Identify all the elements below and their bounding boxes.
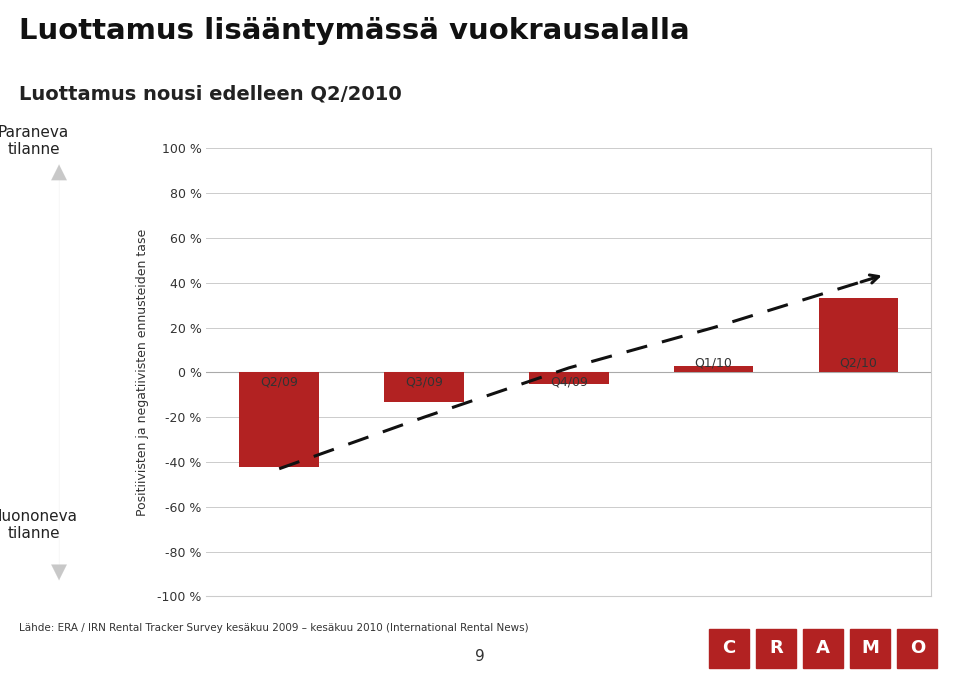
Text: C: C xyxy=(723,639,735,657)
Bar xyxy=(239,372,319,466)
Bar xyxy=(674,366,754,372)
Text: Q2/10: Q2/10 xyxy=(839,356,877,369)
Bar xyxy=(529,372,609,384)
Text: Paraneva
tilanne: Paraneva tilanne xyxy=(0,125,69,157)
Y-axis label: Positiivisten ja negatiivisten ennusteiden tase: Positiivisten ja negatiivisten ennusteid… xyxy=(135,228,149,516)
Text: Q1/10: Q1/10 xyxy=(695,356,732,369)
Bar xyxy=(756,629,796,669)
Text: R: R xyxy=(769,639,783,657)
Text: Luottamus nousi edelleen Q2/2010: Luottamus nousi edelleen Q2/2010 xyxy=(19,84,402,103)
Bar xyxy=(804,629,843,669)
Text: A: A xyxy=(816,639,830,657)
Text: Q2/09: Q2/09 xyxy=(260,375,299,389)
Text: Q3/09: Q3/09 xyxy=(405,375,443,389)
Bar xyxy=(898,629,937,669)
Bar xyxy=(384,372,464,402)
Text: 9: 9 xyxy=(475,649,485,664)
Text: Q4/09: Q4/09 xyxy=(550,375,588,389)
Text: M: M xyxy=(861,639,879,657)
Text: Tämänhetkinen vuokrausalan tilanne Euroopassa: Tämänhetkinen vuokrausalan tilanne Euroo… xyxy=(357,124,780,139)
Text: Huononeva
tilanne: Huononeva tilanne xyxy=(0,509,77,541)
Bar xyxy=(819,299,899,372)
Bar xyxy=(709,629,749,669)
Text: Lähde: ERA / IRN Rental Tracker Survey kesäkuu 2009 – kesäkuu 2010 (Internationa: Lähde: ERA / IRN Rental Tracker Survey k… xyxy=(19,623,529,634)
Text: Luottamus lisääntymässä vuokrausalalla: Luottamus lisääntymässä vuokrausalalla xyxy=(19,17,690,45)
Text: O: O xyxy=(910,639,924,657)
Bar xyxy=(851,629,890,669)
